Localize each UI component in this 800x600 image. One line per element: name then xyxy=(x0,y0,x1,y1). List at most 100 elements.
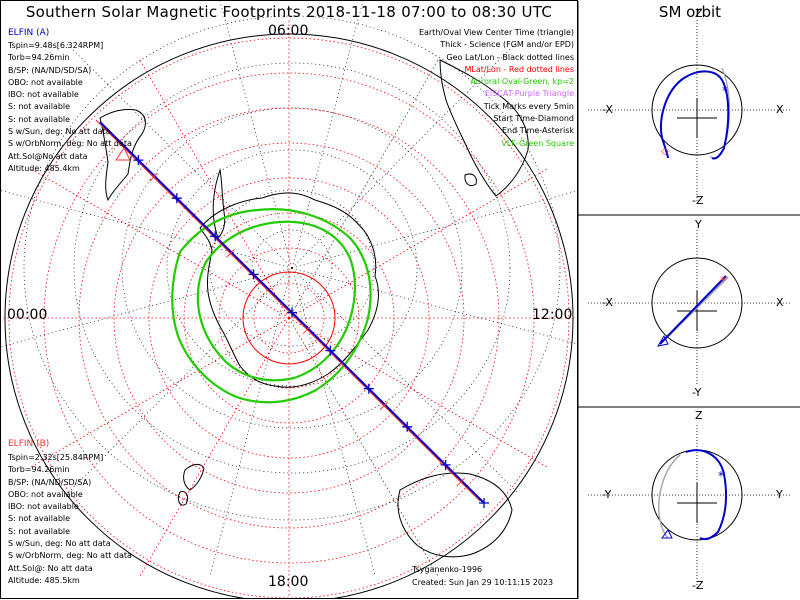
track-a-tick xyxy=(171,193,182,204)
orbit1-right-axis: X xyxy=(776,103,784,116)
info-line: IBO: not available xyxy=(8,502,79,512)
orbit2-top-axis: Y xyxy=(695,218,702,231)
info-line: B/SP: (NA/ND/SD/SA) xyxy=(8,477,92,487)
end-asterisk: * xyxy=(718,469,724,483)
info-line: Torb=94.26min xyxy=(8,465,70,475)
orbit2-right-axis: X xyxy=(776,296,784,309)
legend-entry: Thick - Science (FGM and/or EPD) xyxy=(440,40,574,50)
legend: Earth/Oval View Center Time (triangle) Th… xyxy=(419,27,574,150)
model-credit: Tsyganenko-1996 xyxy=(412,565,483,574)
geographic-grid xyxy=(23,15,561,521)
orbit-title: SM orbit xyxy=(658,3,722,21)
time-label-bottom: 18:00 xyxy=(268,574,309,590)
australia-coast xyxy=(397,472,513,558)
orbit-b-yz xyxy=(658,454,681,539)
earth-outline xyxy=(651,64,743,156)
track-a-tick xyxy=(287,307,297,318)
orbit3-right-axis: Y xyxy=(776,488,783,501)
orbit2-left-axis: -X xyxy=(602,296,613,309)
info-line: B/SP: (NA/ND/SD/SA) xyxy=(8,65,92,75)
orbit-a-xz xyxy=(660,70,730,160)
track-a-tick xyxy=(248,269,259,280)
track-b-tick xyxy=(379,401,389,411)
orbit1-top-axis: Z xyxy=(695,7,703,20)
antarctica-coast xyxy=(199,192,379,388)
orbit3-left-axis: -Y xyxy=(602,488,612,501)
legend-entry: Auroral Oval-Green, kp=2 xyxy=(470,77,574,87)
legend-entry: EISCAT-Purple Triangle xyxy=(484,89,574,99)
created-timestamp: Created: Sun Jan 29 10:11:15 2023 xyxy=(412,578,554,587)
legend-entry: VLF-Green Square xyxy=(501,138,574,148)
orbit-panel-xz: * ◇ xyxy=(588,20,790,205)
antarctic-peninsula-coast xyxy=(212,168,226,239)
africa-coast xyxy=(439,59,529,197)
orbit3-top-axis: Z xyxy=(695,409,703,422)
orbit2-bottom-axis: -Y xyxy=(692,386,702,399)
sm-orbit-panels: * ◇ * * xyxy=(588,20,790,590)
track-a-tick xyxy=(210,231,221,242)
time-label-left: 00:00 xyxy=(7,307,48,323)
info-line: Att.Sol@: No att data xyxy=(8,563,93,573)
elfin-b-track xyxy=(95,119,481,502)
info-line: Altitude: 485.5km xyxy=(8,575,80,585)
elfin-a-info: Tspin=9.48s[6.324RPM] Torb=94.26min B/SP: … xyxy=(8,40,132,175)
elfin-b-info: Tspin=2.32s[25.84RPM] Torb=94.26min B/SP: … xyxy=(8,452,132,587)
legend-entry: Earth/Oval View Center Time (triangle) xyxy=(418,28,574,37)
orbit-panel-yz: * xyxy=(588,425,790,590)
info-line: S w/OrbNorm, deg: No att data xyxy=(8,139,132,149)
track-a-tick xyxy=(325,345,336,356)
legend-entry: End Time-Asterisk xyxy=(501,126,574,136)
track-b-tick xyxy=(456,477,466,487)
info-line: Tspin=9.48s[6.324RPM] xyxy=(8,41,104,50)
track-b-tick xyxy=(149,172,158,182)
legend-entry: Geo Lat/Lon - Black dotted lines xyxy=(446,52,574,62)
main-title: Southern Solar Magnetic Footprints 2018-… xyxy=(25,3,553,21)
legend-entry: Start Time-Diamond xyxy=(493,114,574,124)
track-a-tick xyxy=(363,383,374,394)
orbit1-left-axis: -X xyxy=(602,103,613,116)
info-line: IBO: not available xyxy=(8,90,79,100)
elfin-a-name: ELFIN (A) xyxy=(8,28,50,38)
end-asterisk: * xyxy=(722,84,728,98)
track-a-tick xyxy=(402,421,413,432)
start-marker: ◇ xyxy=(661,146,669,157)
elfin-a-tick-marks xyxy=(133,155,489,508)
track-a-tick xyxy=(440,459,451,470)
auroral-oval-equatorward xyxy=(171,208,372,404)
info-line: OBO: not available xyxy=(8,489,83,499)
orbit3-bottom-axis: -Z xyxy=(692,579,704,592)
geographic-longitude-grid xyxy=(1,1,577,578)
legend-entry: Tick Marks every 5min xyxy=(483,101,574,111)
south-america-coast xyxy=(99,109,146,202)
view-center-triangle xyxy=(115,147,131,161)
earth-outline xyxy=(651,257,743,349)
info-line: Att.Sol@No att data xyxy=(8,151,88,161)
elfin-b-tick-marks xyxy=(149,172,466,487)
legend-entry: MLat/Lon - Red dotted lines xyxy=(464,64,574,74)
info-line: OBO: not available xyxy=(8,77,83,87)
time-label-right: 12:00 xyxy=(532,307,573,323)
info-line: Tspin=2.32s[25.84RPM] xyxy=(8,453,104,462)
track-a-tick xyxy=(133,155,144,166)
island-coast xyxy=(464,173,477,187)
orbit-panel-xy: * xyxy=(588,230,790,385)
track-a-tick xyxy=(479,498,489,508)
new-zealand-coast xyxy=(177,463,205,506)
info-line: S: not available xyxy=(8,526,71,536)
info-line: S: not available xyxy=(8,514,71,524)
auroral-oval xyxy=(171,208,372,404)
orbit1-bottom-axis: -Z xyxy=(692,194,704,207)
info-line: S: not available xyxy=(8,114,71,124)
orbit-a-xy xyxy=(659,275,727,345)
end-asterisk: * xyxy=(720,274,726,288)
info-line: Torb=94.26min xyxy=(8,53,70,63)
track-b-tick xyxy=(226,248,235,258)
time-label-top: 06:00 xyxy=(268,23,309,39)
info-line: S w/OrbNorm, deg: No att data xyxy=(8,551,132,561)
track-b-tick xyxy=(302,325,312,334)
elfin-b-name: ELFIN (B) xyxy=(8,439,50,449)
info-line: S w/Sun, deg: No att data xyxy=(8,127,111,137)
info-line: Altitude: 485.4km xyxy=(8,163,80,173)
info-line: S: not available xyxy=(8,102,71,112)
